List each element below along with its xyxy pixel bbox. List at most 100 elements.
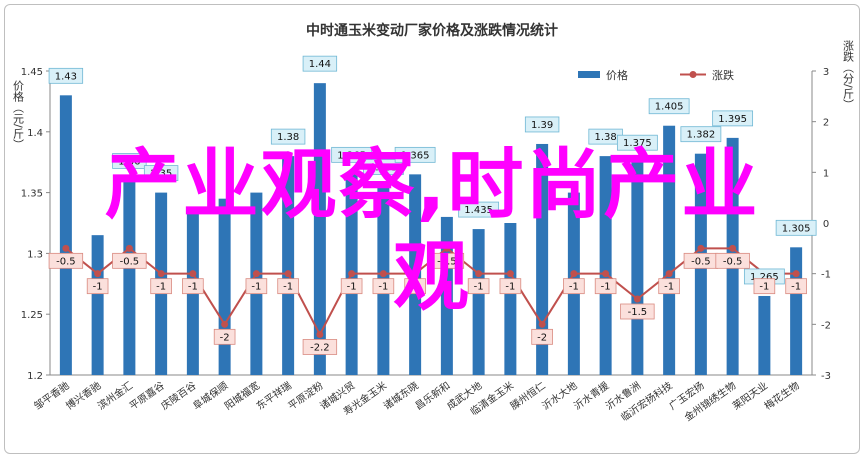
change-point xyxy=(316,330,324,338)
price-label-box xyxy=(394,146,436,163)
change-data-label: -1 xyxy=(283,282,293,293)
y-left-axis-title: 价格（元/斤） xyxy=(12,80,25,150)
change-data-label: -1.5 xyxy=(628,307,648,318)
change-label-box xyxy=(372,278,395,295)
change-point xyxy=(157,270,165,278)
change-data-label: -1 xyxy=(347,282,357,293)
price-bar xyxy=(123,180,136,375)
price-data-label: 1.375 xyxy=(623,138,652,149)
change-point xyxy=(665,270,673,278)
price-label-box xyxy=(143,165,179,182)
legend-change-label: 涨跌 xyxy=(712,68,734,82)
change-point xyxy=(221,320,229,328)
change-data-label: -0.5 xyxy=(120,256,140,267)
chart-title: 中时通玉米变动厂家价格及涨跌情况统计 xyxy=(306,22,558,39)
change-point xyxy=(411,270,419,278)
x-tick-label: 阜城保顺 xyxy=(190,379,230,413)
price-label-box xyxy=(270,128,306,145)
price-data-label: 1.382 xyxy=(687,130,716,141)
price-bar xyxy=(91,235,104,375)
y-right-tick-label: 2 xyxy=(823,118,829,129)
change-data-label: -1 xyxy=(378,282,388,293)
change-label-box xyxy=(499,278,522,295)
change-data-label: -2 xyxy=(220,332,230,343)
change-data-label: -1 xyxy=(791,282,801,293)
price-bar xyxy=(440,216,453,375)
change-data-label: -1 xyxy=(410,282,420,293)
y-left-tick-label: 1.45 xyxy=(21,67,43,78)
change-point xyxy=(475,270,483,278)
change-point xyxy=(379,270,387,278)
change-label-box xyxy=(658,278,680,295)
change-point xyxy=(570,270,578,278)
change-label-box xyxy=(563,278,585,295)
price-label-box xyxy=(524,116,560,133)
change-data-label: -1 xyxy=(93,282,103,293)
change-label-box xyxy=(340,278,363,295)
y-left-tick-label: 1.3 xyxy=(27,249,43,260)
x-tick-label: 昌乐新和 xyxy=(412,379,452,413)
price-bar xyxy=(599,156,612,375)
legend-price-swatch xyxy=(578,71,600,78)
price-data-label: 1.38 xyxy=(594,132,616,143)
price-data-label: 1.435 xyxy=(464,205,493,216)
price-label-box xyxy=(362,159,404,175)
change-data-label: -1 xyxy=(664,282,674,293)
change-data-label: -1 xyxy=(569,282,579,293)
price-data-label: 1.355 xyxy=(369,163,398,174)
price-bar xyxy=(59,95,72,375)
change-data-label: -2 xyxy=(537,332,547,343)
change-data-label: -2.2 xyxy=(310,342,330,353)
chart-frame xyxy=(4,4,860,454)
change-label-box xyxy=(277,278,299,295)
change-label-box xyxy=(182,278,204,295)
x-tick-label: 滕州恒仁 xyxy=(508,379,548,413)
change-label-box xyxy=(620,303,655,320)
change-label-box xyxy=(594,278,617,295)
price-bar xyxy=(758,295,771,375)
x-tick-label: 庆陵百谷 xyxy=(158,379,198,413)
change-data-label: -1 xyxy=(156,282,166,293)
x-tick-label: 梅花生物 xyxy=(762,379,802,413)
y-left-tick-label: 1.25 xyxy=(21,310,43,321)
change-label-box xyxy=(213,328,236,345)
change-data-label: -0.5 xyxy=(437,256,457,267)
change-point xyxy=(443,244,451,252)
change-point xyxy=(62,244,70,252)
y-left-tick-label: 1.4 xyxy=(27,128,43,139)
price-label-box xyxy=(458,201,500,218)
y-right-tick-label: -3 xyxy=(821,371,831,382)
x-tick-label: 平原淀粉 xyxy=(285,379,325,413)
price-data-label: 1.39 xyxy=(531,120,553,131)
price-data-label: 1.38 xyxy=(277,132,299,143)
change-point xyxy=(94,270,102,278)
price-data-label: 1.405 xyxy=(655,102,684,113)
change-point xyxy=(506,270,514,278)
y-right-tick-label: 0 xyxy=(823,219,829,230)
change-point xyxy=(252,270,260,278)
price-bar xyxy=(282,156,295,375)
change-point xyxy=(602,270,610,278)
change-point xyxy=(697,244,705,252)
price-data-label: 1.305 xyxy=(782,223,811,234)
price-label-box xyxy=(712,110,754,127)
change-point xyxy=(792,270,800,278)
change-data-label: -1 xyxy=(474,282,484,293)
price-data-label: 1.365 xyxy=(401,150,430,161)
price-label-box xyxy=(112,153,147,169)
change-label-box xyxy=(302,339,338,355)
price-label-box xyxy=(302,55,338,72)
y-right-tick-label: -2 xyxy=(821,320,831,331)
x-tick-label: 阳城福宽 xyxy=(222,379,262,413)
change-label-box xyxy=(245,278,268,295)
change-label-box xyxy=(429,252,465,269)
change-label-box xyxy=(785,278,807,295)
change-data-label: -1 xyxy=(188,282,198,293)
change-point xyxy=(633,295,641,303)
y-right-tick-label: 1 xyxy=(823,168,829,179)
y-left-tick-label: 1.35 xyxy=(21,189,43,200)
x-tick-label: 博兴香驰 xyxy=(63,379,103,413)
change-label-box xyxy=(404,278,426,295)
price-label-box xyxy=(616,134,658,151)
